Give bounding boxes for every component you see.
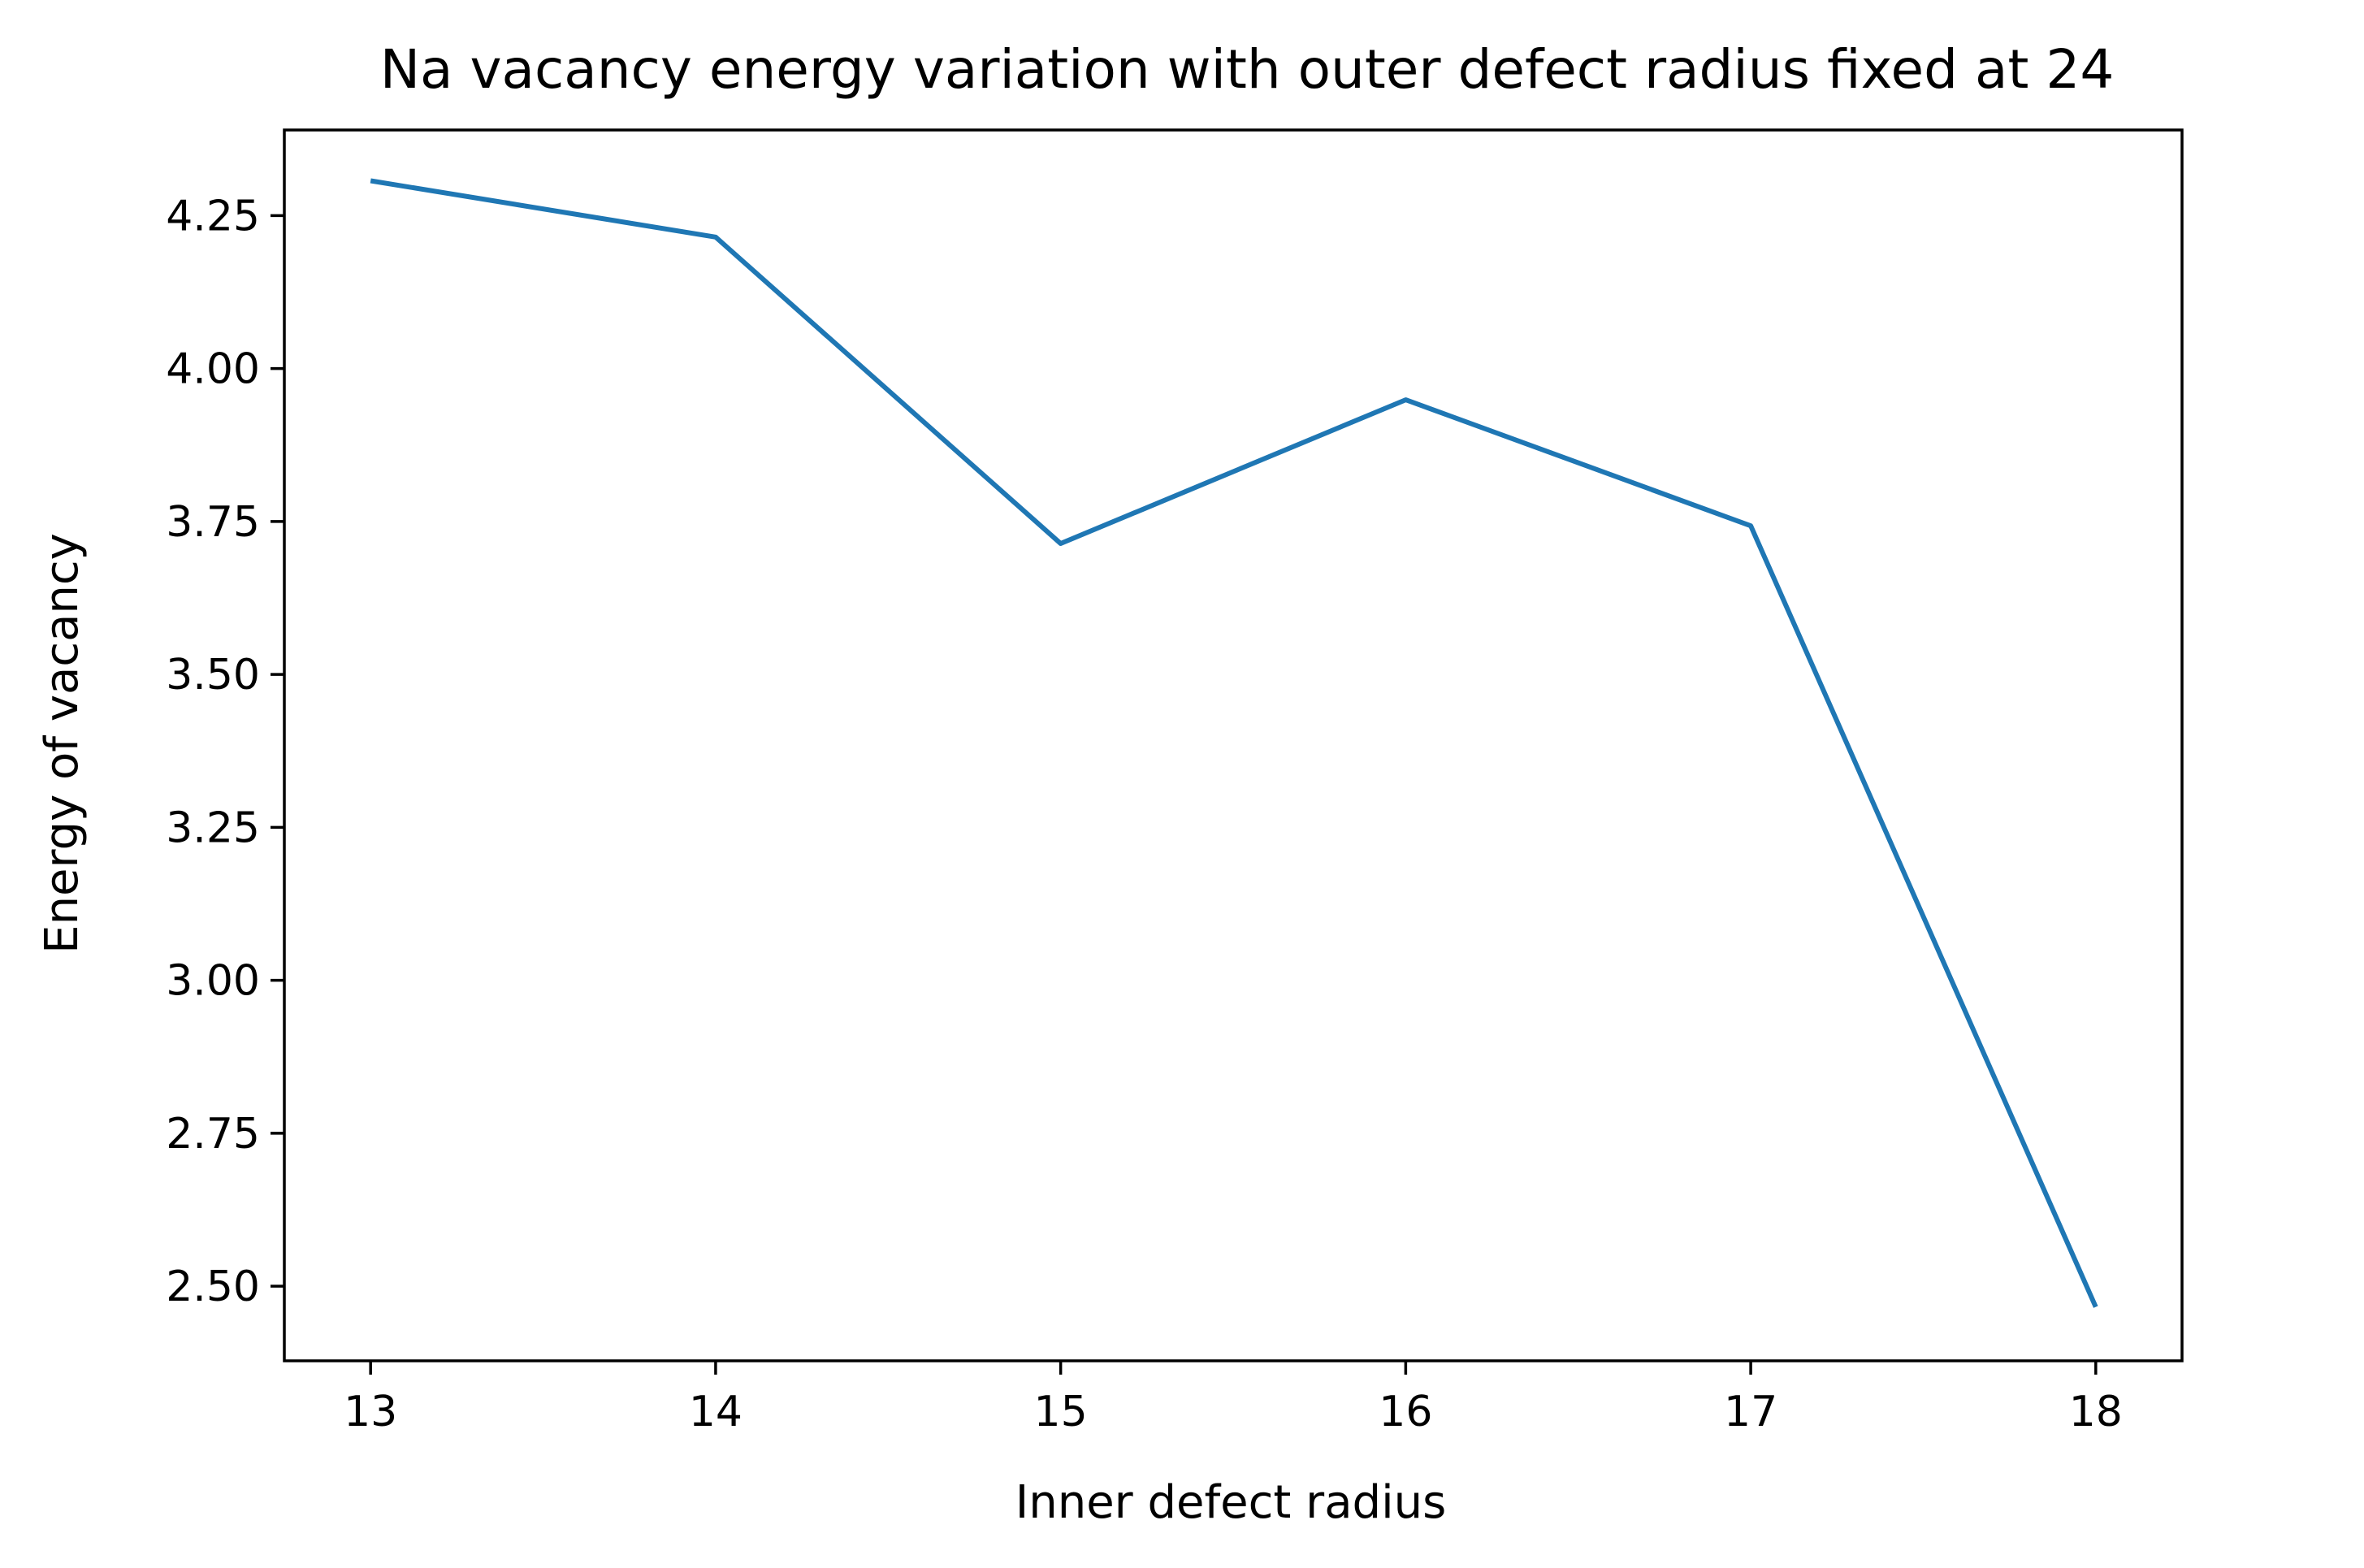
y-tick-label: 3.25 [166, 803, 260, 852]
y-tick-label: 3.50 [166, 651, 260, 700]
series-line-0 [370, 178, 2098, 1308]
x-tick-label: 16 [1379, 1388, 1432, 1436]
y-tick-label: 3.00 [166, 957, 260, 1006]
axes-frame [283, 128, 2184, 1362]
x-tick-label: 17 [1724, 1388, 1777, 1436]
x-tick-label: 13 [344, 1388, 397, 1436]
x-axis-label: Inner defect radius [1015, 1476, 1447, 1529]
y-tick-label: 3.75 [166, 498, 260, 547]
x-tick-label: 18 [2069, 1388, 2123, 1436]
chart-title: Na vacancy energy variation with outer d… [380, 38, 2115, 101]
y-axis-label: Energy of vacancy [36, 533, 89, 954]
y-tick-label: 4.00 [166, 345, 260, 394]
x-tick-label: 15 [1034, 1388, 1088, 1436]
x-tick-label: 14 [689, 1388, 743, 1436]
y-tick-label: 2.50 [166, 1263, 260, 1311]
y-tick-label: 2.75 [166, 1110, 260, 1159]
plot-area: 13 14 15 16 17 18 2.50 2.75 3.00 3.25 3.50 3.75 4.00… [166, 128, 2184, 1436]
y-tick-label: 4.25 [166, 192, 260, 240]
